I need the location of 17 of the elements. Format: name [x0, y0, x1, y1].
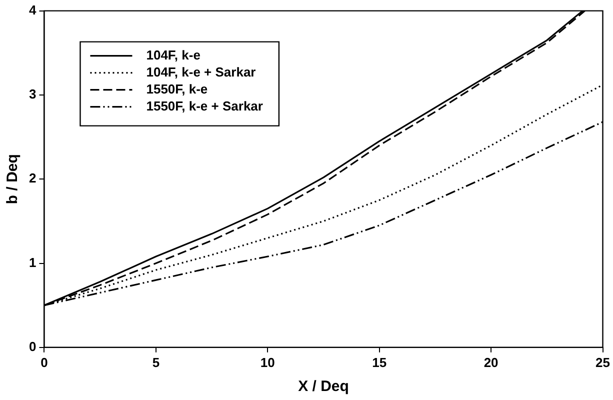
x-tick-label: 10 — [260, 354, 275, 370]
x-tick-label: 20 — [484, 354, 498, 370]
y-axis-title: b / Deq — [4, 154, 22, 204]
x-tick-label: 15 — [372, 354, 387, 370]
x-tick-label: 0 — [40, 354, 48, 370]
y-tick-label: 2 — [28, 170, 36, 186]
x-tick-label: 25 — [596, 354, 610, 370]
x-axis-title: X / Deq — [298, 378, 349, 396]
y-tick-label: 0 — [28, 338, 36, 354]
x-tick-label: 5 — [152, 354, 160, 370]
legend-label: 1550F, k-e + Sarkar — [146, 98, 263, 114]
legend-label: 104F, k-e + Sarkar — [146, 64, 256, 80]
y-tick-label: 4 — [28, 2, 37, 18]
y-tick-label: 1 — [28, 254, 36, 270]
legend-label: 1550F, k-e — [146, 81, 208, 96]
legend-label: 104F, k-e — [146, 47, 200, 62]
y-tick-label: 3 — [28, 86, 36, 102]
